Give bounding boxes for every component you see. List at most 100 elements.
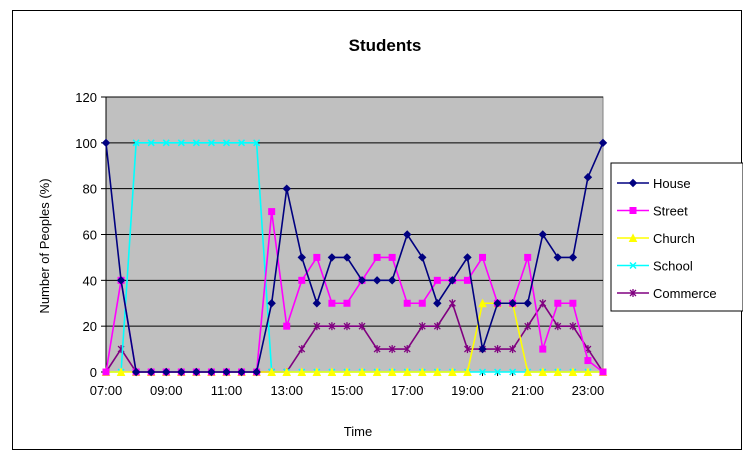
data-point-house xyxy=(523,299,532,308)
y-tick-label: 80 xyxy=(83,182,97,197)
data-point-street xyxy=(343,299,351,307)
legend-marker-church xyxy=(628,233,638,242)
legend-entry-commerce: Commerce xyxy=(617,286,717,301)
data-point-commerce xyxy=(358,322,366,331)
legend-label-school: School xyxy=(653,259,693,274)
data-point-commerce xyxy=(494,345,502,354)
data-point-house xyxy=(297,253,306,262)
data-point-church xyxy=(478,298,487,308)
y-tick-label: 120 xyxy=(75,90,97,105)
data-point-house xyxy=(342,253,352,262)
data-point-house xyxy=(131,367,141,377)
x-tick-label: 19:00 xyxy=(451,383,484,398)
data-point-commerce xyxy=(388,345,396,354)
data-point-street xyxy=(524,253,532,261)
data-point-street xyxy=(584,357,592,365)
data-point-house xyxy=(312,299,322,308)
data-point-house xyxy=(267,299,276,308)
y-tick-label: 0 xyxy=(90,365,97,380)
data-point-house xyxy=(598,138,608,148)
data-point-church xyxy=(402,367,412,376)
chart-svg: Students 0 20 40 60 80 100 120 07:00 09:00 11:00 1… xyxy=(37,36,743,439)
data-point-street xyxy=(599,368,607,376)
data-point-church xyxy=(116,367,126,376)
data-point-church xyxy=(327,367,337,376)
data-point-church xyxy=(372,367,382,376)
data-point-street xyxy=(313,253,321,261)
data-point-commerce xyxy=(313,322,321,331)
data-point-commerce xyxy=(373,345,381,354)
legend-entry-house: House xyxy=(617,176,691,191)
series-line-house xyxy=(105,142,604,373)
data-point-school xyxy=(222,139,231,147)
data-point-house xyxy=(222,367,231,377)
data-point-church xyxy=(463,367,472,376)
y-tick-label: 40 xyxy=(83,273,97,288)
data-point-commerce xyxy=(343,322,351,331)
x-tick-label: 21:00 xyxy=(511,383,544,398)
data-point-house xyxy=(553,253,563,262)
data-point-commerce xyxy=(403,345,411,354)
data-point-commerce xyxy=(418,322,426,331)
data-point-church xyxy=(433,367,442,376)
data-point-street xyxy=(102,368,110,376)
data-point-street xyxy=(388,253,396,261)
data-point-commerce xyxy=(463,345,471,354)
legend-label-house: House xyxy=(653,176,691,191)
x-tick-label: 09:00 xyxy=(150,383,183,398)
data-point-house xyxy=(538,230,547,239)
plot-area: 0 20 40 60 80 100 120 07:00 09:00 11:00 13:00 15:00… xyxy=(75,90,608,398)
legend-label-commerce: Commerce xyxy=(653,286,717,301)
data-point-commerce xyxy=(539,299,547,308)
data-point-house xyxy=(463,253,472,262)
y-tick-label: 100 xyxy=(75,136,97,151)
data-point-house xyxy=(192,367,201,377)
data-point-commerce xyxy=(328,322,336,331)
data-point-school xyxy=(207,139,215,147)
data-point-house xyxy=(387,276,397,285)
data-point-school xyxy=(132,139,140,147)
data-point-house xyxy=(418,253,427,262)
data-point-house xyxy=(568,253,578,262)
data-point-school xyxy=(162,139,170,147)
data-point-church xyxy=(553,367,563,376)
x-tick-label: 07:00 xyxy=(90,383,123,398)
data-point-church xyxy=(357,367,367,376)
data-point-street xyxy=(554,299,562,307)
x-axis-title: Time xyxy=(344,424,372,439)
legend-entry-school: School xyxy=(617,259,693,274)
legend-label-street: Street xyxy=(653,204,688,219)
data-point-house xyxy=(372,276,382,285)
data-point-church xyxy=(267,367,276,376)
data-point-house xyxy=(177,367,186,377)
data-point-street xyxy=(373,253,381,261)
data-point-church xyxy=(568,367,578,376)
data-point-commerce xyxy=(569,322,577,331)
y-axis-title: Number of Peoples (%) xyxy=(37,178,52,313)
y-tick-label: 60 xyxy=(83,228,97,243)
legend-label-church: Church xyxy=(653,231,695,246)
data-point-school xyxy=(494,368,502,376)
chart-title: Students xyxy=(349,36,422,55)
x-tick-label: 17:00 xyxy=(391,383,424,398)
data-point-church xyxy=(417,367,427,376)
data-point-commerce xyxy=(448,299,456,308)
data-point-church xyxy=(583,367,593,376)
x-tick-label: 23:00 xyxy=(572,383,605,398)
data-point-school xyxy=(509,368,517,376)
legend-marker-commerce xyxy=(629,289,637,297)
data-point-church xyxy=(342,367,352,376)
data-point-commerce xyxy=(509,345,517,354)
x-tick-label: 13:00 xyxy=(270,383,303,398)
data-point-commerce xyxy=(524,322,532,331)
data-point-church xyxy=(448,367,457,376)
legend-entry-church: Church xyxy=(617,231,695,246)
y-tick-label: 20 xyxy=(83,319,97,334)
data-point-street xyxy=(418,299,426,307)
legend-entry-street: Street xyxy=(617,204,688,219)
data-point-commerce xyxy=(554,322,562,331)
legend-marker-house xyxy=(628,178,638,188)
data-point-school xyxy=(147,139,155,147)
data-point-house xyxy=(493,299,502,308)
data-point-house xyxy=(433,299,442,308)
